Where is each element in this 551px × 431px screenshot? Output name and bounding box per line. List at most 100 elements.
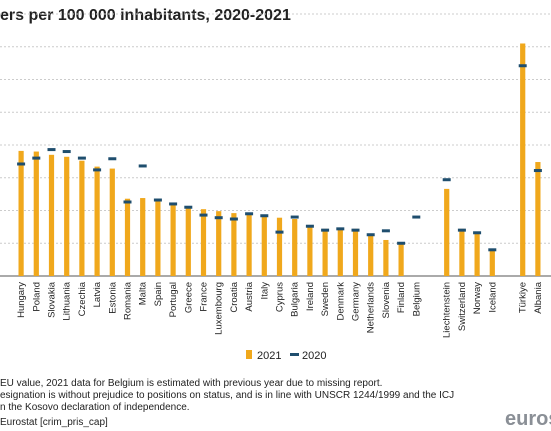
legend-label: 2021	[257, 350, 281, 362]
bar	[474, 232, 480, 276]
bar	[444, 188, 450, 276]
bar	[337, 228, 343, 276]
x-tick-label: Lithuania	[62, 281, 73, 320]
bar	[535, 162, 541, 276]
marker	[184, 205, 193, 209]
marker	[17, 162, 26, 166]
x-tick-label: Hungary	[16, 282, 27, 318]
bar	[246, 213, 252, 276]
source: Eurostat [crim_pris_cap]	[0, 417, 108, 428]
x-tick-label: Finland	[396, 282, 407, 313]
x-tick-label: Slovenia	[381, 281, 392, 318]
bar	[109, 168, 115, 276]
marker	[457, 228, 466, 232]
x-tick-label: Slovakia	[47, 281, 58, 318]
bar	[79, 160, 85, 276]
marker	[93, 168, 102, 172]
x-tick-label: Estonia	[107, 281, 118, 313]
bar	[18, 150, 24, 276]
marker	[260, 214, 269, 218]
x-tick-label: Cyprus	[275, 282, 286, 312]
bar	[261, 215, 267, 276]
bar	[185, 207, 191, 276]
legend-swatch	[290, 353, 299, 356]
marker	[275, 230, 284, 234]
x-tick-label: Latvia	[92, 281, 103, 307]
bar	[322, 228, 328, 276]
legend-swatch	[246, 350, 252, 359]
logo: eurost	[505, 408, 551, 430]
x-tick-label: Norway	[472, 282, 483, 314]
legend-label: 2020	[302, 350, 326, 362]
x-tick-label: Luxembourg	[214, 282, 225, 335]
bar	[170, 202, 176, 276]
marker	[381, 229, 390, 233]
bar	[398, 243, 404, 276]
marker	[62, 150, 71, 154]
x-tick-label: Austria	[244, 281, 255, 311]
marker	[123, 200, 132, 204]
marker	[366, 233, 375, 237]
marker	[77, 156, 86, 160]
bar	[200, 209, 207, 276]
marker	[518, 64, 527, 68]
bar	[368, 234, 374, 276]
marker	[305, 224, 314, 228]
x-tick-label: Greece	[183, 282, 194, 313]
marker	[336, 227, 345, 231]
bar	[140, 198, 146, 276]
bar	[216, 211, 222, 276]
x-tick-label: Netherlands	[366, 282, 377, 333]
x-tick-label: Türkiye	[518, 282, 529, 313]
bar	[459, 228, 465, 276]
bar	[489, 249, 495, 276]
bar	[352, 228, 359, 276]
marker	[199, 213, 208, 217]
x-tick-label: Denmark	[335, 282, 346, 321]
bar	[48, 154, 55, 276]
bar	[33, 151, 39, 276]
marker	[32, 156, 41, 160]
chart-title: ers per 100 000 inhabitants, 2020-2021	[0, 7, 291, 24]
x-tick-label: Spain	[153, 282, 164, 306]
marker	[351, 228, 360, 232]
x-tick-label: Portugal	[168, 282, 179, 317]
x-tick-label: Romania	[123, 281, 134, 320]
marker	[321, 228, 330, 232]
x-tick-label: Sweden	[320, 282, 331, 316]
marker	[214, 216, 223, 220]
x-tick-label: Poland	[31, 282, 42, 312]
footnote: n the Kosovo declaration of independence…	[0, 402, 190, 413]
marker	[290, 215, 299, 219]
marker	[47, 148, 56, 152]
x-tick-label: Croatia	[229, 281, 240, 312]
x-tick-label: Albania	[533, 281, 544, 313]
bar	[155, 198, 161, 276]
x-tick-label: Germany	[351, 282, 362, 321]
x-tick-label: Malta	[138, 281, 149, 305]
marker	[229, 217, 238, 221]
marker	[473, 231, 482, 235]
x-tick-label: France	[199, 282, 210, 312]
bar	[520, 43, 526, 276]
marker	[412, 215, 421, 219]
x-tick-label: Liechtenstein	[442, 282, 453, 338]
x-tick-label: Bulgaria	[290, 281, 301, 317]
footnote: esignation is without prejudice to posit…	[0, 390, 454, 401]
marker	[245, 212, 254, 216]
marker	[442, 178, 451, 182]
marker	[169, 202, 178, 206]
marker	[108, 157, 117, 161]
x-tick-label: Iceland	[487, 282, 498, 313]
marker	[488, 248, 497, 252]
x-tick-label: Switzerland	[457, 282, 468, 331]
marker	[397, 241, 406, 245]
bar	[307, 226, 313, 276]
bar	[94, 166, 100, 276]
bar	[292, 219, 298, 276]
bar	[64, 156, 70, 276]
x-tick-label: Italy	[259, 282, 270, 300]
marker	[138, 164, 147, 168]
marker	[153, 198, 162, 202]
